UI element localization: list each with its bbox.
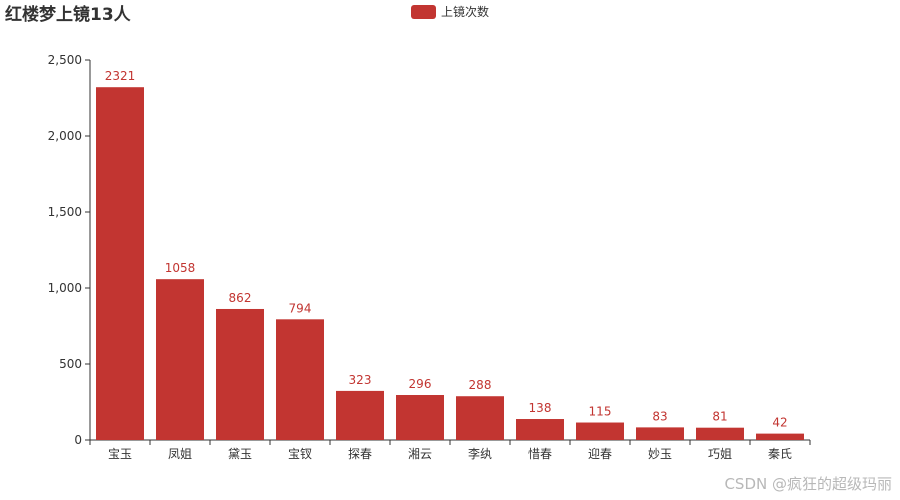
bar[interactable] [336,390,384,440]
bar-value-label: 42 [772,416,787,430]
bar[interactable] [396,395,444,440]
x-tick-label: 凤姐 [168,447,192,461]
bar-value-label: 83 [652,409,667,423]
bar[interactable] [696,427,744,440]
x-tick-label: 宝钗 [288,447,312,461]
bar-value-label: 115 [589,405,612,419]
bar[interactable] [756,433,804,440]
bar-value-label: 288 [469,378,492,392]
y-tick-label: 0 [74,433,82,447]
watermark: CSDN @疯狂的超级玛丽 [724,475,892,493]
x-tick-label: 湘云 [408,446,432,461]
data-labels: 2321 1058 862 794 323 296 288 138 115 83 81 42 [105,69,788,429]
y-tick-label: 1,000 [48,281,82,295]
x-tick-label: 黛玉 [228,447,252,461]
bar-value-label: 138 [529,401,552,415]
bar-value-label: 1058 [165,261,196,275]
bar[interactable] [156,279,204,440]
bar[interactable] [576,422,624,440]
bar[interactable] [456,396,504,440]
bar[interactable] [216,308,264,440]
bar-value-label: 794 [289,301,312,315]
bar-value-label: 323 [349,373,372,387]
bar[interactable] [516,419,564,440]
y-tick-label: 500 [59,357,82,371]
legend-label[interactable]: 上镜次数 [441,4,489,19]
bar-value-label: 296 [409,377,432,391]
bar-series [96,87,804,440]
x-tick-label: 宝玉 [108,447,132,461]
legend[interactable]: 上镜次数 [411,4,489,19]
bar[interactable] [96,87,144,440]
x-tick-label: 妙玉 [648,447,672,461]
x-tick-label: 惜春 [528,447,552,461]
bar-value-label: 2321 [105,69,136,83]
legend-swatch[interactable] [411,5,436,19]
y-tick-label: 1,500 [48,205,82,219]
chart-title: 红楼梦上镜13人 [5,4,132,25]
bar[interactable] [636,427,684,440]
y-tick-label: 2,500 [48,53,82,67]
y-tick-label: 2,000 [48,129,82,143]
x-tick-label: 迎春 [588,447,612,461]
x-tick-label: 巧姐 [708,447,732,461]
bar[interactable] [276,319,324,440]
x-tick-label: 探春 [348,447,372,461]
bar-value-label: 81 [712,410,727,424]
x-tick-label: 秦氏 [768,447,792,461]
x-tick-label: 李纨 [468,446,492,461]
bar-value-label: 862 [229,291,252,305]
y-axis: 0 500 1,000 1,500 2,000 2,500 [48,53,91,447]
x-axis: 宝玉 凤姐 黛玉 宝钗 探春 湘云 李纨 惜春 迎春 妙玉 巧姐 秦氏 [89,439,811,461]
